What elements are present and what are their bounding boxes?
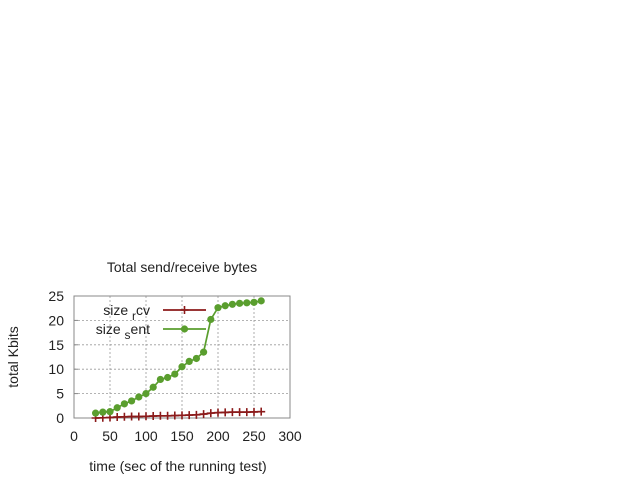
- x-tick-label: 250: [242, 428, 266, 444]
- legend-entry-1: size rcv: [103, 302, 206, 323]
- legend-label-subscript: s: [125, 328, 131, 342]
- data-point: [128, 397, 136, 405]
- y-tick-label: 20: [48, 312, 64, 328]
- legend-entry-2: size sent: [96, 321, 206, 342]
- x-tick-label: 150: [170, 428, 194, 444]
- legend-marker: [180, 306, 189, 314]
- series-1: [91, 407, 266, 422]
- data-point: [235, 408, 244, 417]
- data-point: [257, 407, 266, 416]
- data-point: [142, 412, 150, 421]
- data-point: [171, 370, 179, 378]
- data-point: [250, 407, 258, 416]
- data-point: [214, 408, 222, 417]
- data-point: [149, 412, 158, 421]
- y-tick-label: 15: [48, 337, 64, 353]
- legend-label-part: ent: [131, 321, 151, 337]
- series-2: [92, 297, 265, 417]
- data-point: [156, 375, 164, 384]
- x-tick-label: 300: [278, 428, 302, 444]
- data-point: [178, 363, 186, 371]
- data-point: [170, 411, 179, 420]
- data-point: [113, 413, 122, 422]
- data-point: [164, 373, 172, 382]
- data-point: [192, 410, 201, 419]
- data-point: [228, 408, 237, 417]
- x-axis-label: time (sec of the running test): [89, 458, 266, 474]
- legend-label: size sent: [96, 321, 150, 342]
- data-point: [221, 302, 229, 310]
- y-tick-label: 0: [56, 410, 64, 426]
- data-point: [228, 300, 236, 308]
- x-tick-label: 100: [134, 428, 158, 444]
- data-point: [200, 348, 208, 356]
- data-point: [120, 400, 128, 408]
- chart-title: Total send/receive bytes: [107, 259, 257, 275]
- data-point: [243, 299, 251, 307]
- data-point: [207, 315, 215, 324]
- data-point: [106, 408, 114, 416]
- data-point: [214, 304, 222, 312]
- data-point: [99, 408, 107, 416]
- x-tick-label: 0: [70, 428, 78, 444]
- data-point: [149, 383, 157, 391]
- x-tick-label: 50: [102, 428, 118, 444]
- legend-label-part: cv: [136, 302, 150, 318]
- data-point: [242, 408, 251, 417]
- data-point: [185, 357, 193, 365]
- data-point: [156, 411, 165, 420]
- legend-marker: [180, 325, 189, 333]
- data-point: [257, 297, 265, 305]
- data-point: [113, 404, 121, 412]
- legend-label-part: size: [96, 321, 125, 337]
- data-point: [178, 411, 186, 420]
- y-tick-label: 5: [56, 386, 64, 402]
- series: [91, 297, 266, 422]
- legend-label: size rcv: [103, 302, 150, 323]
- data-point: [185, 411, 194, 420]
- y-tick-label: 25: [48, 288, 64, 304]
- data-point: [236, 299, 244, 307]
- x-tick-label: 200: [206, 428, 230, 444]
- data-point: [192, 354, 200, 363]
- y-axis-label: total Kbits: [5, 326, 21, 387]
- data-point: [163, 411, 172, 420]
- legend-label-subscript: r: [132, 309, 136, 323]
- data-point: [92, 409, 100, 417]
- data-point: [250, 298, 258, 306]
- data-point: [135, 393, 143, 401]
- data-point: [199, 410, 208, 419]
- data-point: [221, 408, 230, 417]
- axis-ticks: 0 50 100 150 200 250 300 0 5 10 15 20 25: [48, 288, 301, 444]
- data-point: [127, 412, 136, 421]
- y-tick-label: 10: [48, 361, 64, 377]
- data-point: [142, 390, 150, 398]
- data-point: [134, 412, 143, 421]
- data-point: [206, 409, 215, 418]
- data-point: [120, 412, 129, 421]
- legend-label-part: size: [103, 302, 132, 318]
